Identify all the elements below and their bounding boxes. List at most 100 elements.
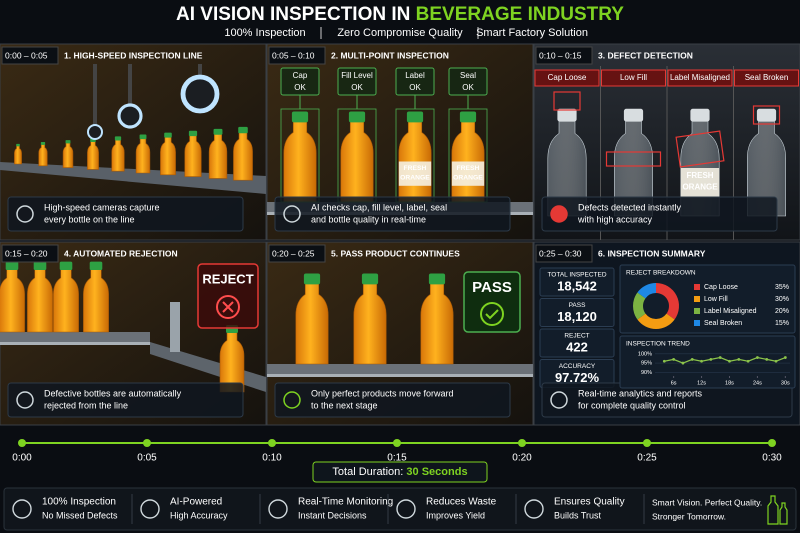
panel: PASS 0:20 – 0:25 5. PASS PRODUCT CONTINUES…: [266, 241, 534, 426]
feature-icon: [268, 499, 288, 519]
bottle-cap: [361, 273, 379, 285]
timeline-label: 0:25: [637, 453, 657, 464]
title-main: AI VISION INSPECTION IN: [176, 4, 410, 25]
bottle-label-text: FRESH: [457, 165, 480, 172]
bottle-cap: [114, 136, 122, 141]
value-label: 35%: [775, 284, 789, 291]
caption-box: [274, 196, 511, 232]
caption-text: to the next stage: [311, 400, 378, 410]
caption-text: High-speed cameras capture: [44, 202, 160, 212]
legend-swatch: [694, 296, 700, 302]
timeline-label: 0:10: [262, 453, 282, 464]
timeline-dot: [18, 439, 26, 447]
legend-swatch: [694, 308, 700, 314]
camera: [117, 103, 143, 129]
conveyor-rail: [267, 374, 533, 377]
trend-point: [728, 359, 731, 363]
pusher: [170, 302, 180, 352]
title-accent: BEVERAGE INDUSTRY: [416, 4, 625, 25]
bottle-cap: [59, 261, 73, 271]
time-box: [535, 244, 593, 263]
bottle-label: [451, 161, 485, 186]
time-box: [268, 244, 326, 263]
feature-title: Real-Time Monitoring: [298, 497, 393, 508]
check-status: OK: [294, 83, 306, 92]
conveyor: [0, 162, 266, 194]
stat-label: TOTAL INSPECTED: [547, 272, 606, 279]
stamp-text: REJECT: [202, 271, 253, 286]
legend-swatch: [694, 284, 700, 290]
bottle-label-text: FRESH: [404, 165, 427, 172]
panel-title: 5. PASS PRODUCT CONTINUES: [331, 248, 460, 258]
timeline-label: 0:30: [762, 453, 782, 464]
line-chart: INSPECTION TREND 90% 95% 100% 6s 12s 18s 24s 30s: [619, 335, 796, 389]
camera: [87, 124, 103, 140]
x-tick-label: 12s: [697, 380, 706, 386]
stamp-icon: [485, 309, 499, 320]
tagline: Smart Vision. Perfect Quality.: [652, 497, 762, 507]
defect-box: [553, 91, 581, 111]
panel: 0:00 – 0:05 1. HIGH-SPEED INSPECTION LINE…: [0, 43, 267, 241]
defect-box: [605, 151, 662, 167]
tagline: Stronger Tomorrow.: [652, 511, 726, 521]
caption-text: and bottle quality in real-time: [311, 214, 426, 224]
check-status: OK: [462, 83, 474, 92]
caption-box: [541, 196, 778, 232]
feature-icon: [524, 499, 544, 519]
bottle-cap: [756, 108, 777, 122]
subtitle-item: 100% Inspection: [224, 27, 305, 39]
duration-box: [312, 461, 488, 483]
bottle-cap: [40, 142, 46, 145]
feature-title: Ensures Quality: [554, 497, 625, 508]
stat-value: 18,120: [557, 309, 597, 324]
timeline-label: 0:20: [512, 453, 532, 464]
panel: REJECT 0:15 – 0:20 4. AUTOMATED REJECTION D…: [0, 241, 267, 426]
bottle-cap: [557, 108, 577, 122]
x-tick-label: 6s: [671, 380, 677, 386]
trend-point: [756, 356, 759, 359]
time-box: [535, 46, 593, 65]
caption-text: Defects detected instantly: [578, 202, 682, 212]
panel-title: 4. AUTOMATED REJECTION: [64, 248, 178, 258]
stat-label: ACCURACY: [559, 363, 596, 370]
stat-box: [539, 267, 615, 297]
feature-subtitle: No Missed Defects: [42, 510, 118, 520]
timeline-dot: [768, 439, 776, 447]
legend-label: Seal Broken: [704, 320, 742, 327]
caption-icon: [283, 391, 301, 409]
bottle-cap: [348, 111, 366, 123]
trend-point: [672, 357, 676, 361]
bottle-cap: [428, 273, 446, 285]
defect-name: Label Misaligned: [670, 73, 730, 82]
value-label: 20%: [775, 308, 789, 315]
stat-value: 422: [566, 339, 588, 354]
caption-text: Defective bottles are automatically: [44, 388, 182, 398]
pie-slice: [656, 283, 679, 320]
check-status: OK: [351, 83, 363, 92]
bottle-label-text: ORANGE: [453, 174, 483, 181]
trend-point: [783, 356, 787, 359]
feature-icon: [396, 499, 416, 519]
check-part: Fill Level: [341, 71, 373, 80]
feature-title: Reduces Waste: [426, 497, 497, 508]
x-tick-label: 30s: [781, 380, 790, 386]
bottle-label-text: ORANGE: [682, 182, 718, 191]
caption-icon: [550, 205, 568, 223]
defect-tag: [667, 69, 733, 87]
panel-title: 6. INSPECTION SUMMARY: [598, 248, 706, 258]
timeline-dot: [268, 439, 276, 447]
trend-point: [662, 359, 666, 363]
stat-value: 97.72%: [555, 370, 600, 385]
panel-title: 3. DEFECT DETECTION: [598, 50, 693, 60]
bottle-cap: [406, 111, 424, 123]
bottle-cap: [623, 108, 644, 122]
caption-box: [7, 196, 244, 232]
panel-time: 0:15 – 0:20: [5, 248, 48, 258]
trend-point: [709, 357, 713, 361]
stamp-icon: [216, 295, 240, 319]
bottle-cap: [33, 261, 47, 271]
stamp-text: PASS: [472, 279, 512, 296]
caption-text: with high accuracy: [577, 214, 653, 224]
x-tick-label: 18s: [725, 380, 734, 386]
